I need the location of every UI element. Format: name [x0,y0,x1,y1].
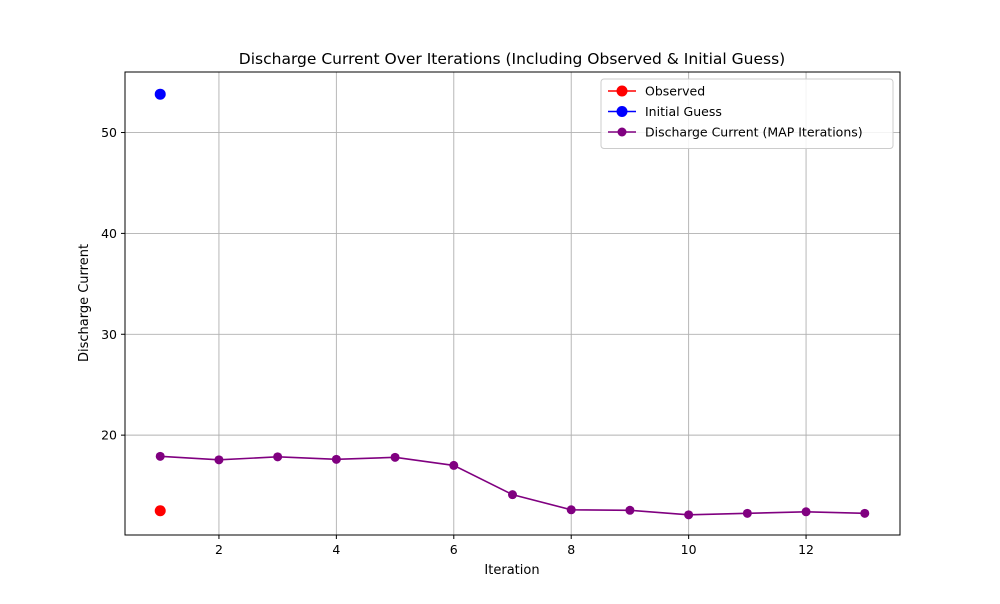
data-point [742,508,752,518]
y-tick-label: 40 [101,226,117,241]
x-tick-label: 12 [798,542,814,557]
data-point [273,452,283,462]
data-point [390,452,400,462]
data-point [860,508,870,518]
x-axis-label: Iteration [484,563,539,578]
legend-label: Initial Guess [645,104,722,119]
x-tick-label: 2 [215,542,223,557]
legend: Observed Initial Guess Discharge Current (… [600,78,894,149]
data-point [331,454,341,464]
data-point [449,460,459,470]
legend-label: Discharge Current (MAP Iterations) [645,125,863,140]
data-point [508,490,517,500]
legend-frame [600,78,894,149]
axes-frame [124,71,901,536]
data-point [214,455,224,465]
data-point [801,507,811,517]
data-point [684,510,694,520]
data-point [625,505,635,515]
data-point [155,451,165,461]
y-tick-label: 20 [101,428,117,443]
y-axis-label: Discharge Current [77,244,92,362]
legend-label: Observed [645,84,705,99]
x-tick-label: 6 [450,542,458,557]
y-tick-label: 50 [101,125,117,140]
legend-marker [616,85,628,97]
y-tick-label: 30 [101,327,117,342]
data-point [566,505,576,515]
data-point [154,88,166,100]
x-tick-label: 10 [681,542,697,557]
x-tick-label: 8 [567,542,575,557]
legend-marker [616,106,628,117]
chart-title: Discharge Current Over Iterations (Inclu… [239,50,785,68]
legend-marker [617,127,627,137]
data-point [154,505,166,517]
x-tick-label: 4 [332,542,340,557]
